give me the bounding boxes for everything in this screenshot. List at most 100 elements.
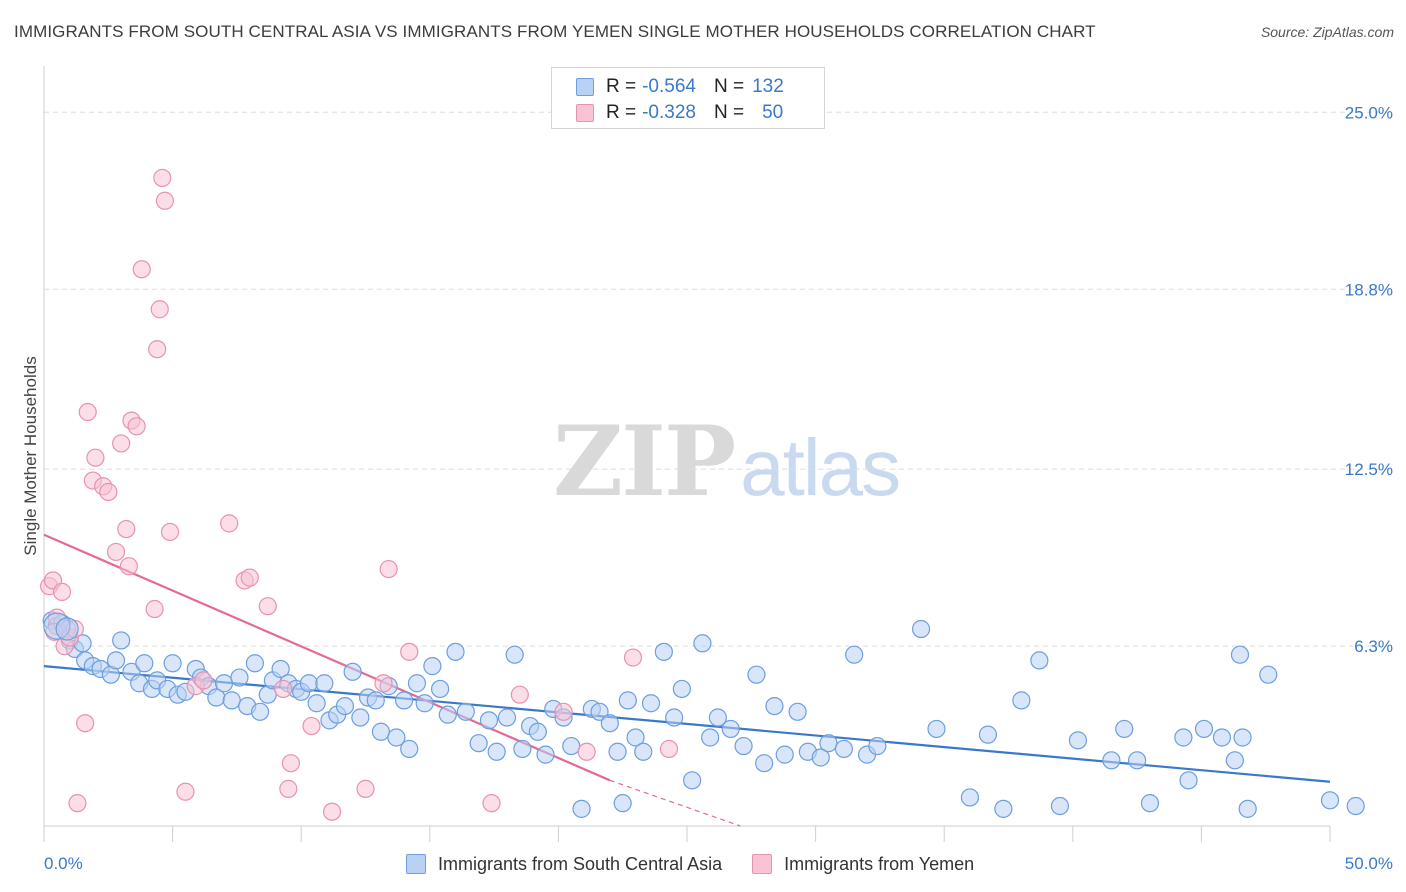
south-central-asia-point [747, 665, 766, 684]
south-central-asia-point [1012, 691, 1031, 710]
yemen-point [52, 582, 72, 601]
south-central-asia-point [834, 739, 853, 759]
yemen-point [145, 599, 164, 619]
south-central-asia-point [788, 702, 807, 721]
south-central-asia-point [1179, 771, 1198, 790]
south-central-asia-point [536, 745, 555, 764]
south-central-asia-point [701, 728, 720, 747]
south-central-asia-point [775, 745, 794, 764]
pink-swatch-icon [752, 854, 773, 874]
south-central-asia-point [1174, 728, 1193, 747]
south-central-asia-point [845, 645, 864, 664]
chart-title: IMMIGRANTS FROM SOUTH CENTRAL ASIA VS IM… [14, 22, 1096, 41]
south-central-asia-point [734, 736, 753, 756]
south-central-asia-point [456, 702, 475, 721]
y-tick-label: 25.0% [1345, 103, 1393, 122]
south-central-asia-point [222, 691, 241, 710]
south-central-asia-point [721, 719, 740, 739]
south-central-asia-point [469, 734, 488, 753]
yemen-point [153, 168, 172, 188]
south-central-asia-point [572, 799, 591, 818]
yemen-point [374, 674, 393, 693]
south-central-asia-point [654, 642, 673, 661]
yemen-point [117, 519, 136, 539]
south-central-asia-point [55, 617, 79, 641]
south-central-asia-point [343, 662, 362, 681]
stats-legend-row-pink: R = -0.328 N = 50 [552, 100, 783, 126]
yemen-point [356, 779, 375, 798]
yemen-point [220, 514, 239, 533]
yemen-point [150, 300, 169, 319]
south-central-asia-point [1238, 799, 1257, 818]
south-central-asia-point [600, 714, 619, 733]
south-central-asia-point [1050, 796, 1070, 816]
south-central-asia-point [112, 631, 131, 650]
yemen-point [112, 434, 131, 453]
yemen-point [119, 557, 138, 576]
south-central-asia-point [335, 696, 355, 716]
yemen-point [554, 702, 573, 721]
n-value: 132 [752, 76, 784, 97]
south-central-asia-point [683, 771, 702, 790]
yemen-point [240, 568, 259, 587]
yemen-point [127, 417, 146, 436]
south-central-asia-point [250, 702, 270, 721]
legend-item-yemen[interactable]: Immigrants from Yemen [752, 854, 974, 875]
south-central-asia-point [513, 739, 532, 759]
yemen-point [623, 648, 643, 667]
stats-legend: R = -0.564 N = 132 R = -0.328 N = 50 [551, 67, 825, 129]
south-central-asia-point [868, 736, 887, 756]
yemen-point [659, 739, 679, 759]
yemen-point [274, 679, 293, 699]
yemen-trend-line [43, 533, 611, 782]
south-central-asia-point [438, 705, 457, 724]
south-central-asia-point [1140, 794, 1160, 813]
south-central-asia-point [1115, 719, 1134, 739]
south-central-asia-point [641, 694, 661, 713]
yemen-point [76, 714, 95, 733]
blue-swatch-icon [406, 854, 426, 874]
south-central-asia-point [387, 728, 406, 747]
south-central-asia-point [978, 725, 998, 744]
south-central-asia-point [672, 679, 691, 699]
south-central-asia-point [479, 711, 499, 730]
south-central-asia-point [665, 708, 684, 727]
yemen-point [281, 754, 301, 773]
r-label: R = [606, 102, 637, 123]
yemen-point [148, 340, 167, 359]
yemen-point [322, 802, 342, 821]
south-central-asia-point [708, 708, 727, 727]
south-central-asia-point [1233, 728, 1252, 747]
yemen-point [379, 559, 398, 579]
south-central-asia-point [505, 645, 524, 664]
south-central-asia-point [618, 691, 637, 710]
south-central-asia-point [1320, 791, 1340, 810]
yemen-point [86, 448, 105, 467]
y-tick-label: 12.5% [1345, 460, 1393, 479]
south-central-asia-point [407, 674, 427, 693]
south-central-asia-point [497, 708, 517, 727]
south-central-asia-point [366, 691, 385, 710]
y-axis-label: Single Mother Households [21, 356, 40, 555]
yemen-point [106, 542, 126, 562]
stats-legend-row-blue: R = -0.564 N = 132 [552, 74, 784, 100]
south-central-asia-point [400, 739, 419, 759]
yemen-point [78, 402, 97, 422]
watermark: ZIPatlas [553, 405, 901, 518]
x-tick-label: 50.0% [1345, 854, 1393, 873]
south-central-asia-point [590, 702, 609, 721]
south-central-asia-point [245, 654, 265, 673]
yemen-point [132, 260, 151, 279]
south-central-asia-point [315, 674, 334, 693]
legend-item-south-central-asia[interactable]: Immigrants from South Central Asia [406, 854, 722, 875]
south-central-asia-point [1259, 665, 1278, 684]
south-central-asia-point [1346, 796, 1365, 816]
south-central-asia-point [765, 696, 784, 716]
r-value: -0.564 [642, 76, 696, 97]
south-central-asia-point [430, 679, 450, 699]
south-central-asia-point [562, 736, 581, 756]
south-central-asia-point [487, 742, 506, 761]
south-central-asia-point [994, 799, 1013, 818]
south-central-asia-point [960, 788, 980, 807]
n-value: 50 [762, 102, 784, 123]
